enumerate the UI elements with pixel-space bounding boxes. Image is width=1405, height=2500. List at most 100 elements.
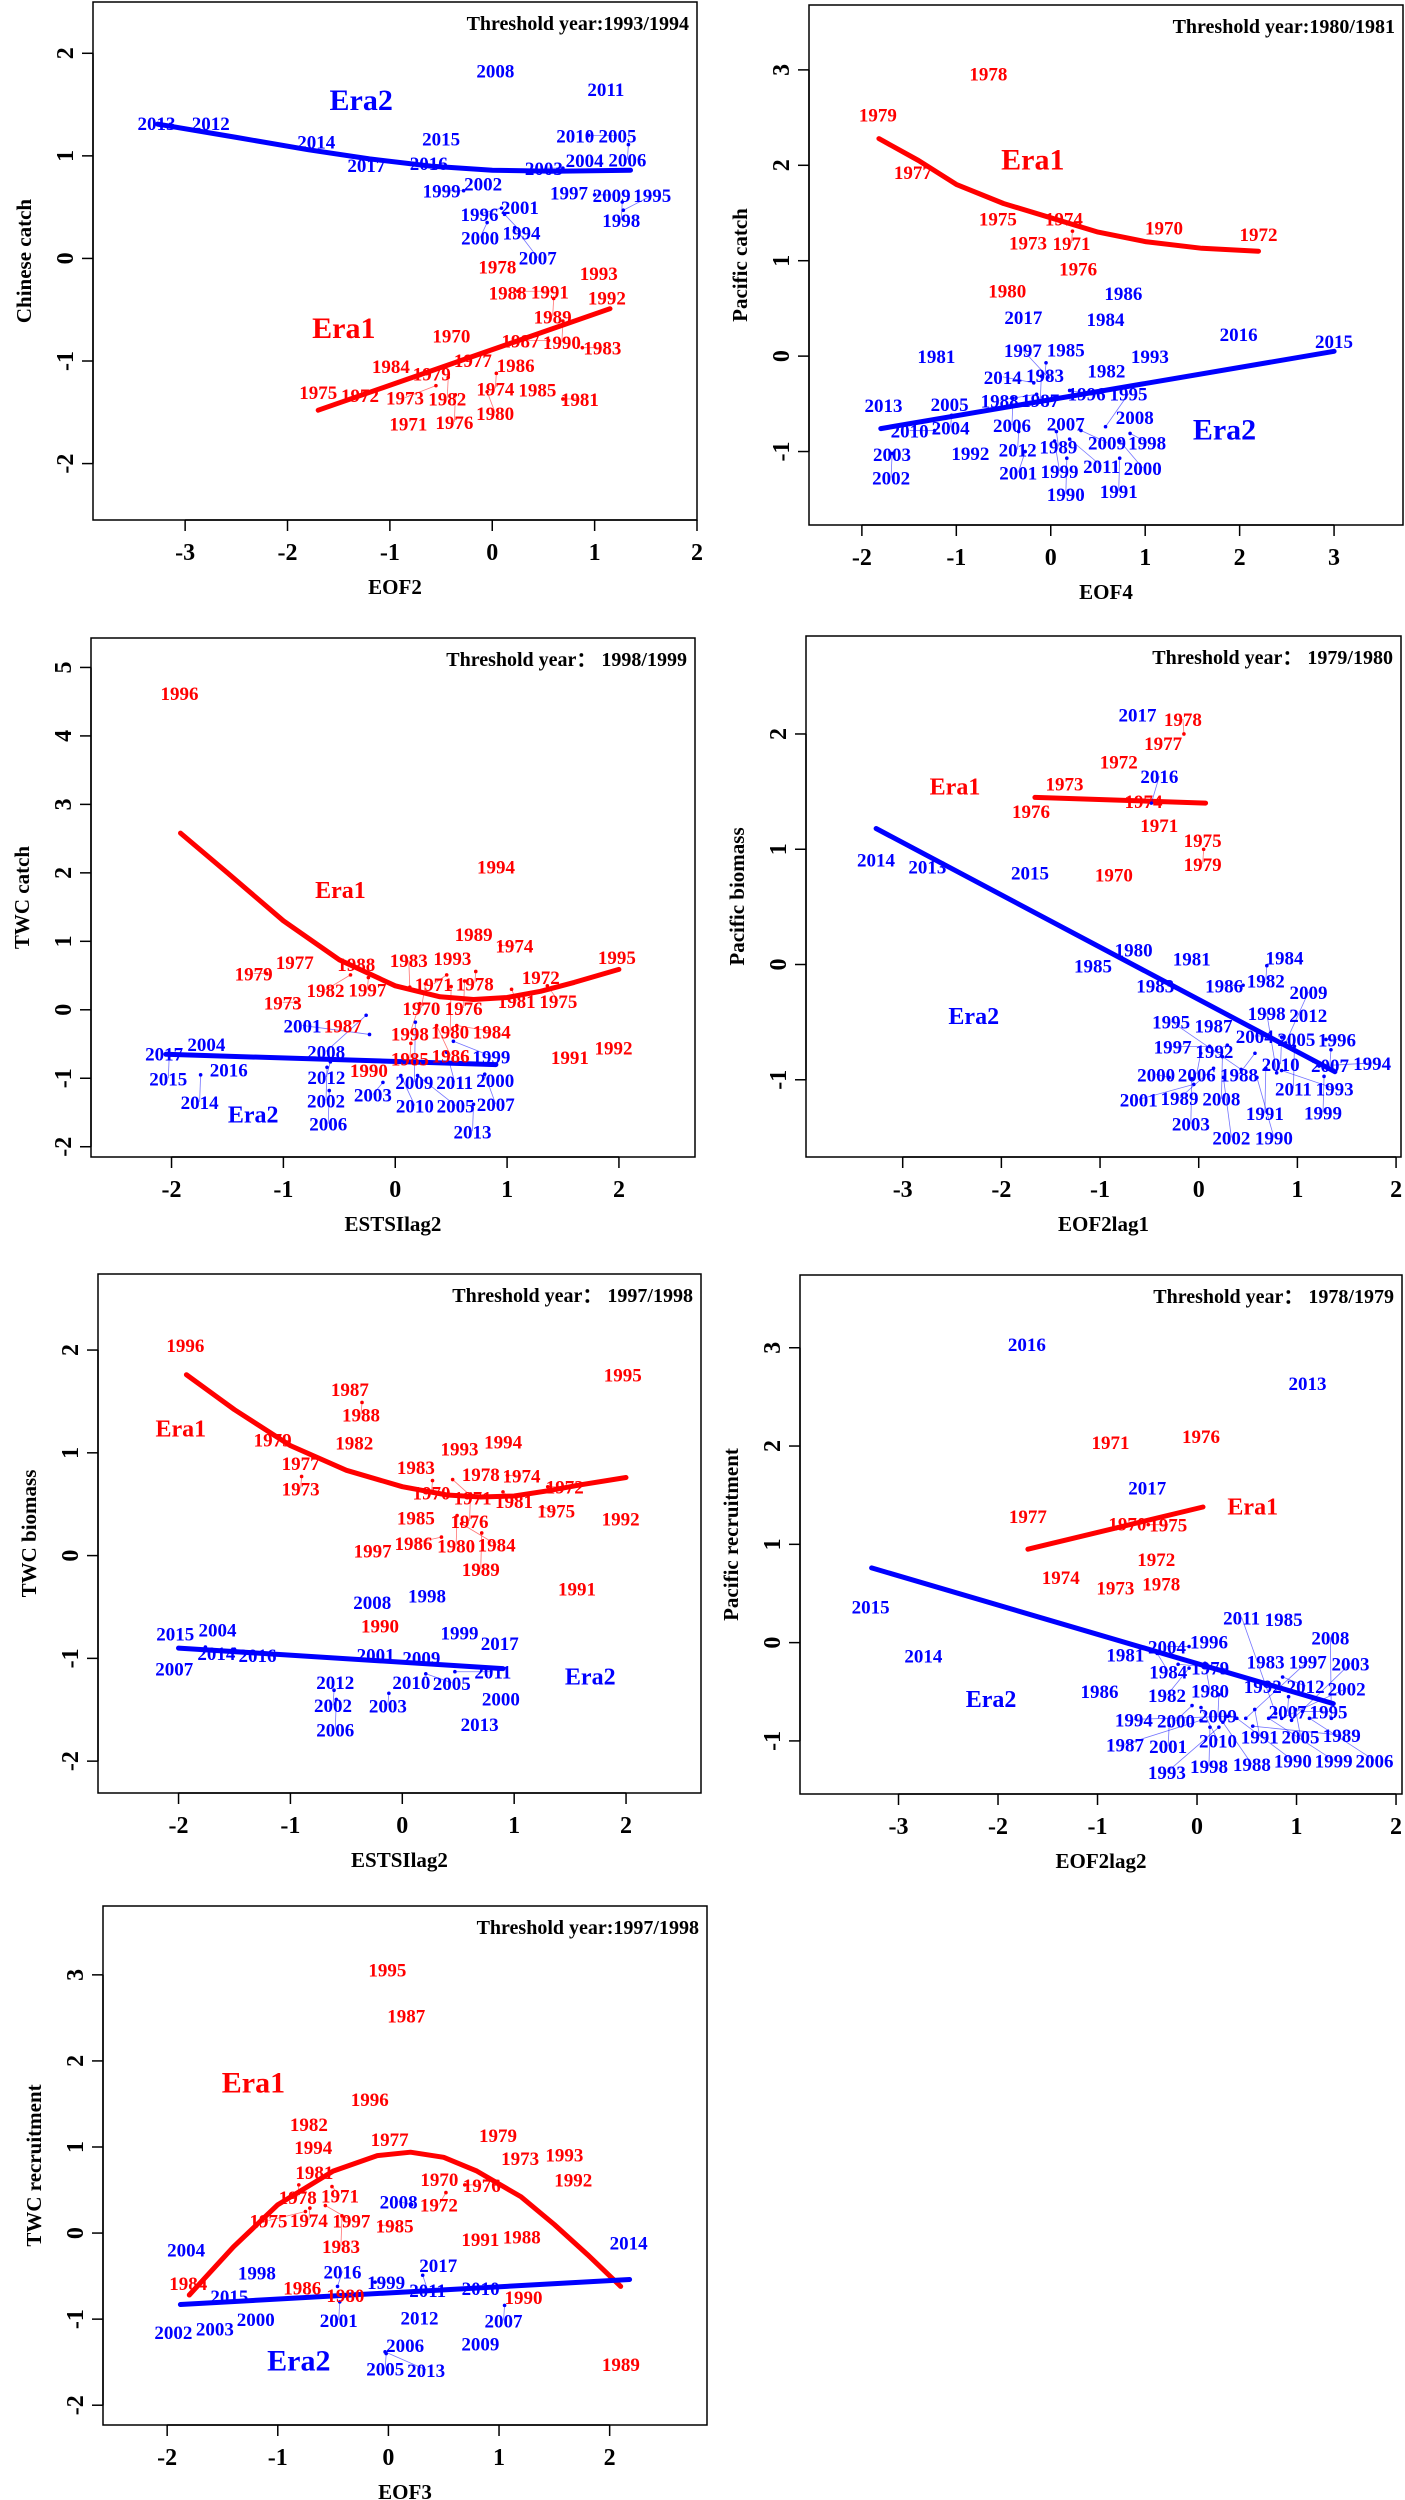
point-anchor — [413, 1020, 418, 1024]
leader-line — [1124, 1719, 1202, 1745]
era2-year-point: 2005 — [437, 1097, 475, 1118]
x-tick-label: 2 — [1390, 1814, 1402, 1840]
era2-year-point: 2005 — [1282, 1727, 1320, 1748]
leader-line — [398, 2201, 412, 2206]
era2-year-point: 1981 — [1106, 1645, 1144, 1666]
point-anchor — [485, 220, 489, 225]
point-anchor — [468, 1492, 473, 1496]
point-anchor — [444, 1050, 449, 1055]
era2-year-point: 2013 — [908, 858, 946, 879]
leader-line — [1002, 376, 1034, 384]
x-tick-label: 1 — [589, 540, 601, 566]
x-axis: -2 -1 0 1 2 3 EOF4 — [852, 524, 1340, 604]
era2-year-point: 2004 — [1236, 1027, 1275, 1048]
era2-year-point: 2001 — [320, 2311, 358, 2332]
leader-line — [360, 1402, 363, 1415]
era2-year-point: 2002 — [464, 175, 502, 196]
era2-points: 2013 2012 2014 2017 2016 2015 2008 2011 2010 2005… — [137, 62, 671, 270]
era2-year-point: 1983 — [1247, 1652, 1285, 1673]
era1-year-point: 1976 — [435, 413, 473, 434]
y-tick-label: -1 — [63, 2309, 89, 2329]
leader-line — [561, 320, 564, 343]
era1-year-point: 1971 — [389, 415, 427, 436]
point-anchor — [502, 2303, 507, 2308]
point-anchor — [1273, 1711, 1278, 1716]
leader-line — [1287, 1696, 1289, 1712]
panel-4: -3 -2 -1 0 1 2 EOF2lag1 -1 0 1 2 Pacific biomass Thr… — [725, 635, 1402, 1236]
leader-line — [404, 385, 437, 399]
era1-year-point: 1971 — [1052, 234, 1090, 255]
era2-year-point: 1981 — [917, 347, 955, 368]
era2-year-point: 2015 — [1011, 863, 1049, 884]
era2-year-point: 1993 — [1148, 1763, 1186, 1784]
era2-year-point: 2014 — [197, 1644, 236, 1665]
panel-2: -2 -1 0 1 2 3 EOF4 -1 0 1 2 3 Pacific catch Threshold… — [728, 4, 1404, 604]
point-anchor — [1317, 1064, 1321, 1068]
era2-year-point: 2005 — [1277, 1030, 1315, 1051]
era2-year-point: 1998 — [1128, 433, 1166, 454]
point-anchor — [1265, 963, 1269, 968]
era1-year-point: 1972 — [341, 386, 379, 407]
point-anchor — [378, 2223, 383, 2228]
leader-lines — [404, 133, 653, 422]
era2-year-point: 1984 — [1149, 1662, 1188, 1683]
point-anchor — [499, 206, 504, 210]
era2-year-point: 2001 — [1149, 1737, 1187, 1758]
era2-year-point: 2007 — [519, 249, 558, 270]
y-axis: -2 -1 0 1 2 3 TWC recruitment — [22, 1969, 104, 2415]
point-anchor — [1191, 1082, 1196, 1087]
era1-year-point: 1979 — [254, 1430, 292, 1451]
era2-year-point: 2012 — [307, 1068, 345, 1089]
leader-line — [199, 1074, 202, 1102]
era1-year-point: 1977 — [894, 163, 933, 184]
era1-year-point: 1971 — [454, 1489, 492, 1510]
point-anchor — [232, 1647, 237, 1651]
point-anchor — [383, 2350, 387, 2354]
leader-line — [1170, 1021, 1242, 1070]
leader-line — [1069, 390, 1087, 394]
era1-year-point: 1981 — [495, 1492, 533, 1513]
era2-year-point: 2008 — [307, 1042, 345, 1063]
era2-year-point: 2013 — [865, 396, 903, 417]
era1-year-point: 1979 — [235, 965, 273, 986]
point-anchor — [1190, 1076, 1194, 1081]
era1-year-point: 1991 — [531, 282, 569, 303]
era2-year-point: 2012 — [999, 440, 1037, 461]
era2-year-point: 2008 — [476, 62, 514, 83]
era1-year-point: 1987 — [502, 331, 541, 352]
era1-year-point: 1970 — [1095, 866, 1133, 887]
leader-line — [1252, 1725, 1342, 1736]
era2-year-point: 1993 — [1316, 1080, 1354, 1101]
era1-year-point: 1973 — [1096, 1579, 1134, 1600]
point-anchor — [167, 1052, 172, 1057]
era2-year-point: 2000 — [1137, 1065, 1175, 1086]
leader-line — [297, 2184, 300, 2197]
y-tick-label: -2 — [63, 2395, 89, 2415]
era1-year-point: 1995 — [598, 948, 636, 969]
y-tick-label: 2 — [760, 1440, 786, 1452]
x-tick-label: 2 — [604, 2445, 616, 2471]
era1-label: Era1 — [1227, 1495, 1278, 1521]
leader-line — [514, 227, 539, 258]
point-anchor — [453, 393, 458, 397]
era2-year-point: 2014 — [297, 133, 336, 154]
era2-year-point: 1987 — [1195, 1017, 1234, 1038]
x-tick-label: 0 — [1191, 1814, 1203, 1840]
era1-year-point: 1998 — [391, 1025, 429, 1046]
x-tick-label: 1 — [508, 1813, 520, 1839]
y-tick-label: 3 — [51, 798, 77, 810]
y-axis: -2 -1 0 1 2 Chinese catch — [12, 47, 94, 474]
point-anchor — [509, 987, 514, 992]
threshold-title: Threshold year:1993/1994 — [467, 13, 689, 35]
y-axis: -2 -1 0 1 2 3 4 5 TWC catch — [10, 661, 92, 1157]
era1-year-point: 1993 — [433, 949, 471, 970]
era1-year-point: 1972 — [546, 1478, 584, 1499]
leader-line — [332, 1690, 335, 1706]
era1-year-point: 1994 — [477, 858, 516, 879]
era2-year-point: 1988 — [1233, 1755, 1271, 1776]
point-anchor — [328, 1060, 333, 1064]
era1-year-point: 1992 — [554, 2170, 592, 2191]
era2-year-point: 1986 — [1205, 976, 1243, 997]
era2-year-point: 1996 — [1318, 1030, 1356, 1051]
era1-year-point: 1979 — [479, 2126, 517, 2147]
